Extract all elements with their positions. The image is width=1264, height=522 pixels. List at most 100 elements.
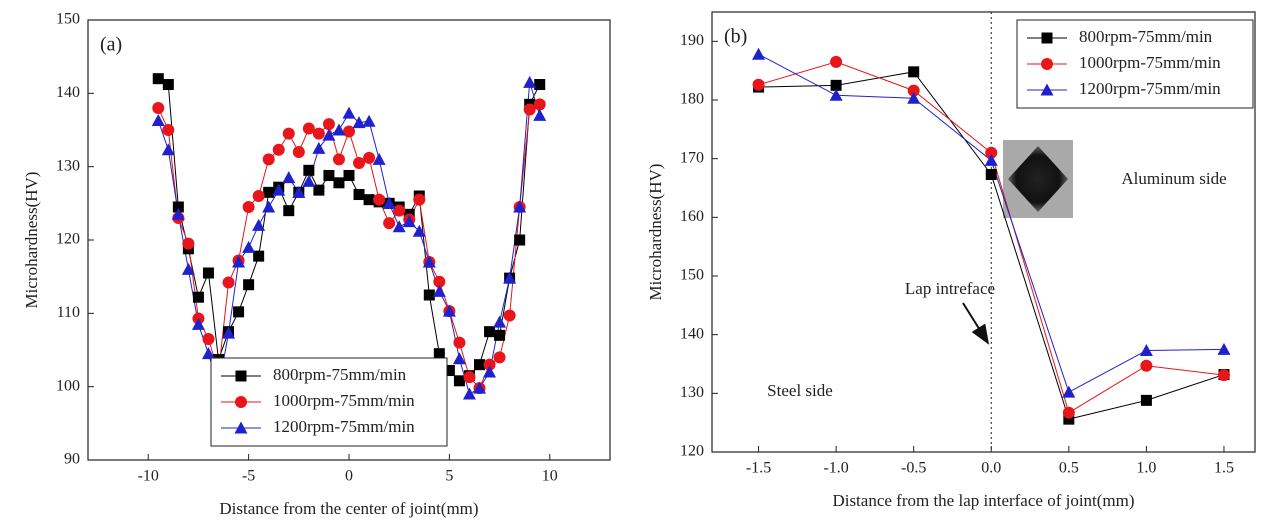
marker (453, 375, 465, 387)
marker (202, 267, 214, 279)
marker (172, 201, 184, 213)
marker (907, 84, 920, 97)
marker (222, 276, 235, 289)
x-tick-label: 5 (445, 468, 453, 485)
marker (322, 128, 336, 141)
marker (363, 194, 375, 206)
marker (302, 174, 316, 187)
marker (907, 91, 921, 104)
marker (484, 326, 496, 338)
y-tick-label: 130 (680, 384, 704, 401)
marker (483, 358, 496, 371)
y-tick-label: 150 (56, 11, 80, 28)
marker (433, 348, 445, 360)
x-axis-title: Distance from the center of joint(mm) (219, 499, 478, 518)
marker (152, 102, 165, 114)
marker (302, 122, 315, 135)
marker (493, 315, 507, 328)
marker (161, 143, 175, 156)
marker (1140, 394, 1152, 406)
marker (182, 237, 195, 250)
marker (908, 66, 920, 78)
marker (313, 184, 325, 196)
x-tick-label: -1.0 (823, 460, 848, 477)
legend-label: 1200rpm-75mm/min (1079, 79, 1221, 98)
marker (513, 200, 527, 213)
x-axis-title: Distance from the lap interface of joint… (832, 491, 1134, 510)
marker (1063, 413, 1075, 425)
marker (483, 365, 497, 378)
marker (363, 151, 376, 164)
marker (984, 153, 998, 166)
marker (494, 329, 506, 341)
marker (503, 309, 516, 322)
marker (474, 359, 485, 371)
marker (151, 113, 165, 126)
y-tick-label: 120 (56, 231, 80, 248)
series-line (157, 103, 540, 390)
marker (181, 262, 195, 275)
marker (473, 381, 486, 394)
marker (201, 347, 215, 360)
y-axis-title: Microhardness(HV) (22, 172, 41, 309)
y-tick-label: 130 (56, 157, 80, 174)
x-tick-label: 0 (345, 468, 353, 485)
marker (1041, 58, 1053, 70)
marker (1217, 342, 1231, 355)
arrow (962, 302, 990, 345)
marker (262, 153, 275, 166)
marker (412, 224, 426, 237)
marker (534, 79, 546, 91)
annotation: Steel side (767, 381, 833, 400)
marker (242, 240, 256, 253)
legend-label: 1200rpm-75mm/min (273, 417, 415, 436)
marker (292, 185, 306, 198)
marker (442, 304, 456, 317)
y-tick-label: 170 (680, 149, 704, 166)
marker (343, 169, 355, 181)
x-tick-label: 1.5 (1214, 460, 1234, 477)
x-tick-label: 1.0 (1136, 460, 1156, 477)
marker (191, 317, 205, 330)
marker (353, 157, 366, 169)
marker (392, 220, 406, 233)
legend-label: 1000rpm-75mm/min (1079, 53, 1221, 72)
marker (443, 365, 455, 377)
marker (152, 73, 164, 85)
legend-label: 800rpm-75mm/min (1079, 27, 1213, 46)
y-tick-label: 180 (680, 91, 704, 108)
marker (462, 387, 476, 400)
marker (985, 169, 997, 181)
marker (1217, 369, 1230, 382)
marker (272, 143, 285, 156)
annotation: Aluminum side (1121, 169, 1226, 188)
marker (514, 234, 526, 246)
marker (333, 177, 345, 189)
marker (463, 371, 476, 384)
marker (432, 284, 446, 297)
marker (523, 103, 536, 116)
panel-label: (b) (724, 26, 747, 48)
marker (235, 396, 247, 408)
marker (292, 146, 305, 158)
marker (393, 204, 406, 217)
y-tick-label: 120 (680, 443, 704, 460)
indentation (1008, 146, 1068, 212)
marker (423, 289, 435, 301)
series-line (158, 78, 541, 382)
marker (533, 98, 546, 111)
marker (232, 255, 246, 268)
marker (402, 215, 416, 228)
marker (533, 108, 547, 121)
marker (353, 189, 365, 201)
marker (1062, 406, 1075, 419)
marker (162, 124, 175, 136)
marker (312, 127, 325, 140)
marker (233, 306, 245, 318)
marker (282, 171, 296, 184)
x-tick-label: 0.5 (1059, 460, 1079, 477)
marker (383, 217, 396, 230)
y-tick-label: 190 (680, 32, 704, 49)
marker (252, 218, 266, 231)
